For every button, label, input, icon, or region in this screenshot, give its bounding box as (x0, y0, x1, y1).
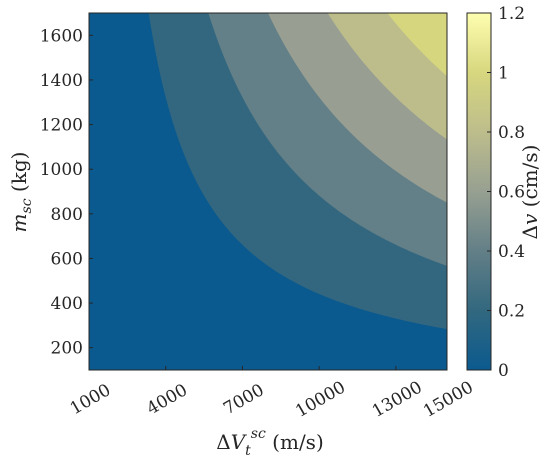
x-axis-label: ΔVtsc (m/s) (216, 426, 324, 459)
x-tick-label: 15000 (420, 377, 477, 421)
y-tick-label: 800 (51, 205, 83, 225)
colorbar-tick-label: 1.2 (498, 4, 525, 24)
x-tick-label: 13000 (369, 377, 426, 421)
x-tick-label: 7000 (220, 380, 267, 419)
x-tick-label: 1000 (67, 380, 114, 419)
colorbar-tick-label: 1 (498, 64, 509, 84)
y-tick-label: 1200 (40, 116, 83, 136)
colorbar-tick-label: 0 (498, 361, 509, 381)
y-tick-label: 400 (51, 294, 83, 314)
x-tick-label: 4000 (143, 380, 190, 419)
y-tick-label: 1400 (40, 71, 83, 91)
plot-area (89, 13, 447, 370)
contour-band-5 (387, 13, 447, 77)
y-tick-label: 1000 (40, 160, 83, 180)
x-tick-label: 10000 (292, 377, 349, 421)
plot-frame (88, 12, 448, 371)
colorbar-label: Δv (cm/s) (518, 145, 542, 240)
colorbar-tick-label: 0.2 (498, 302, 525, 322)
colorbar-tick-label: 0.6 (498, 183, 525, 203)
y-tick-label: 1600 (40, 26, 83, 46)
y-axis: 200 400 600 800 1000 1200 1400 1600 (40, 26, 93, 359)
colorbar-tick-label: 0.4 (498, 242, 525, 262)
y-tick-label: 200 (51, 339, 83, 359)
y-axis-label: msc (kg) (7, 152, 35, 233)
y-tick-label: 600 (51, 249, 83, 269)
colorbar-axis: 0 0.2 0.4 0.6 0.8 1 1.2 (487, 4, 525, 381)
colorbar-tick-label: 0.8 (498, 123, 525, 143)
